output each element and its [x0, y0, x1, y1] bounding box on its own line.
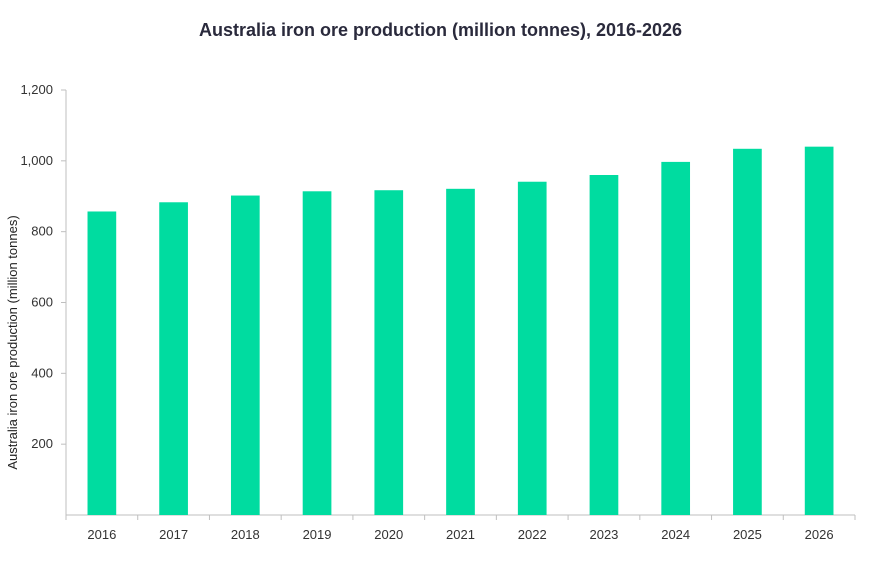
x-tick-label-2019: 2019: [303, 527, 332, 542]
y-tick-label-200: 200: [31, 436, 53, 451]
chart-title: Australia iron ore production (million t…: [198, 20, 683, 40]
x-tick-label-2026: 2026: [805, 527, 834, 542]
y-axis: 200 400 600 800 1,000 1,200: [20, 82, 67, 515]
y-tick-label-1200: 1,200: [20, 82, 53, 97]
x-tick-label-2023: 2023: [589, 527, 618, 542]
x-tick-label-2024: 2024: [661, 527, 690, 542]
bar-2023: [589, 175, 619, 515]
y-tick-label-600: 600: [31, 295, 53, 310]
bar-2019: [302, 191, 332, 515]
x-tick-label-2018: 2018: [231, 527, 260, 542]
y-axis-title: Australia iron ore production (million t…: [5, 215, 20, 469]
y-tick-label-800: 800: [31, 224, 53, 239]
x-tick-label-2021: 2021: [446, 527, 475, 542]
x-tick-label-2025: 2025: [733, 527, 762, 542]
bar-2020: [374, 190, 404, 515]
y-tick-label-1000: 1,000: [20, 153, 53, 168]
x-axis: 2016 2017 2018 2019 2020 2021 2022 2023 2024 2025…: [65, 514, 856, 542]
bar-2024: [661, 161, 691, 516]
bar-2021: [446, 188, 475, 515]
bars: [87, 146, 834, 516]
bar-2022: [517, 181, 547, 515]
x-tick-label-2017: 2017: [159, 527, 188, 542]
bar-2018: [230, 195, 260, 515]
x-tick-label-2022: 2022: [518, 527, 547, 542]
bar-2025: [733, 148, 762, 515]
y-tick-label-400: 400: [31, 365, 53, 380]
bar-2016: [87, 211, 117, 515]
bar-2017: [159, 202, 188, 516]
x-tick-label-2016: 2016: [87, 527, 116, 542]
x-tick-label-2020: 2020: [374, 527, 403, 542]
bar-2026: [804, 146, 834, 515]
